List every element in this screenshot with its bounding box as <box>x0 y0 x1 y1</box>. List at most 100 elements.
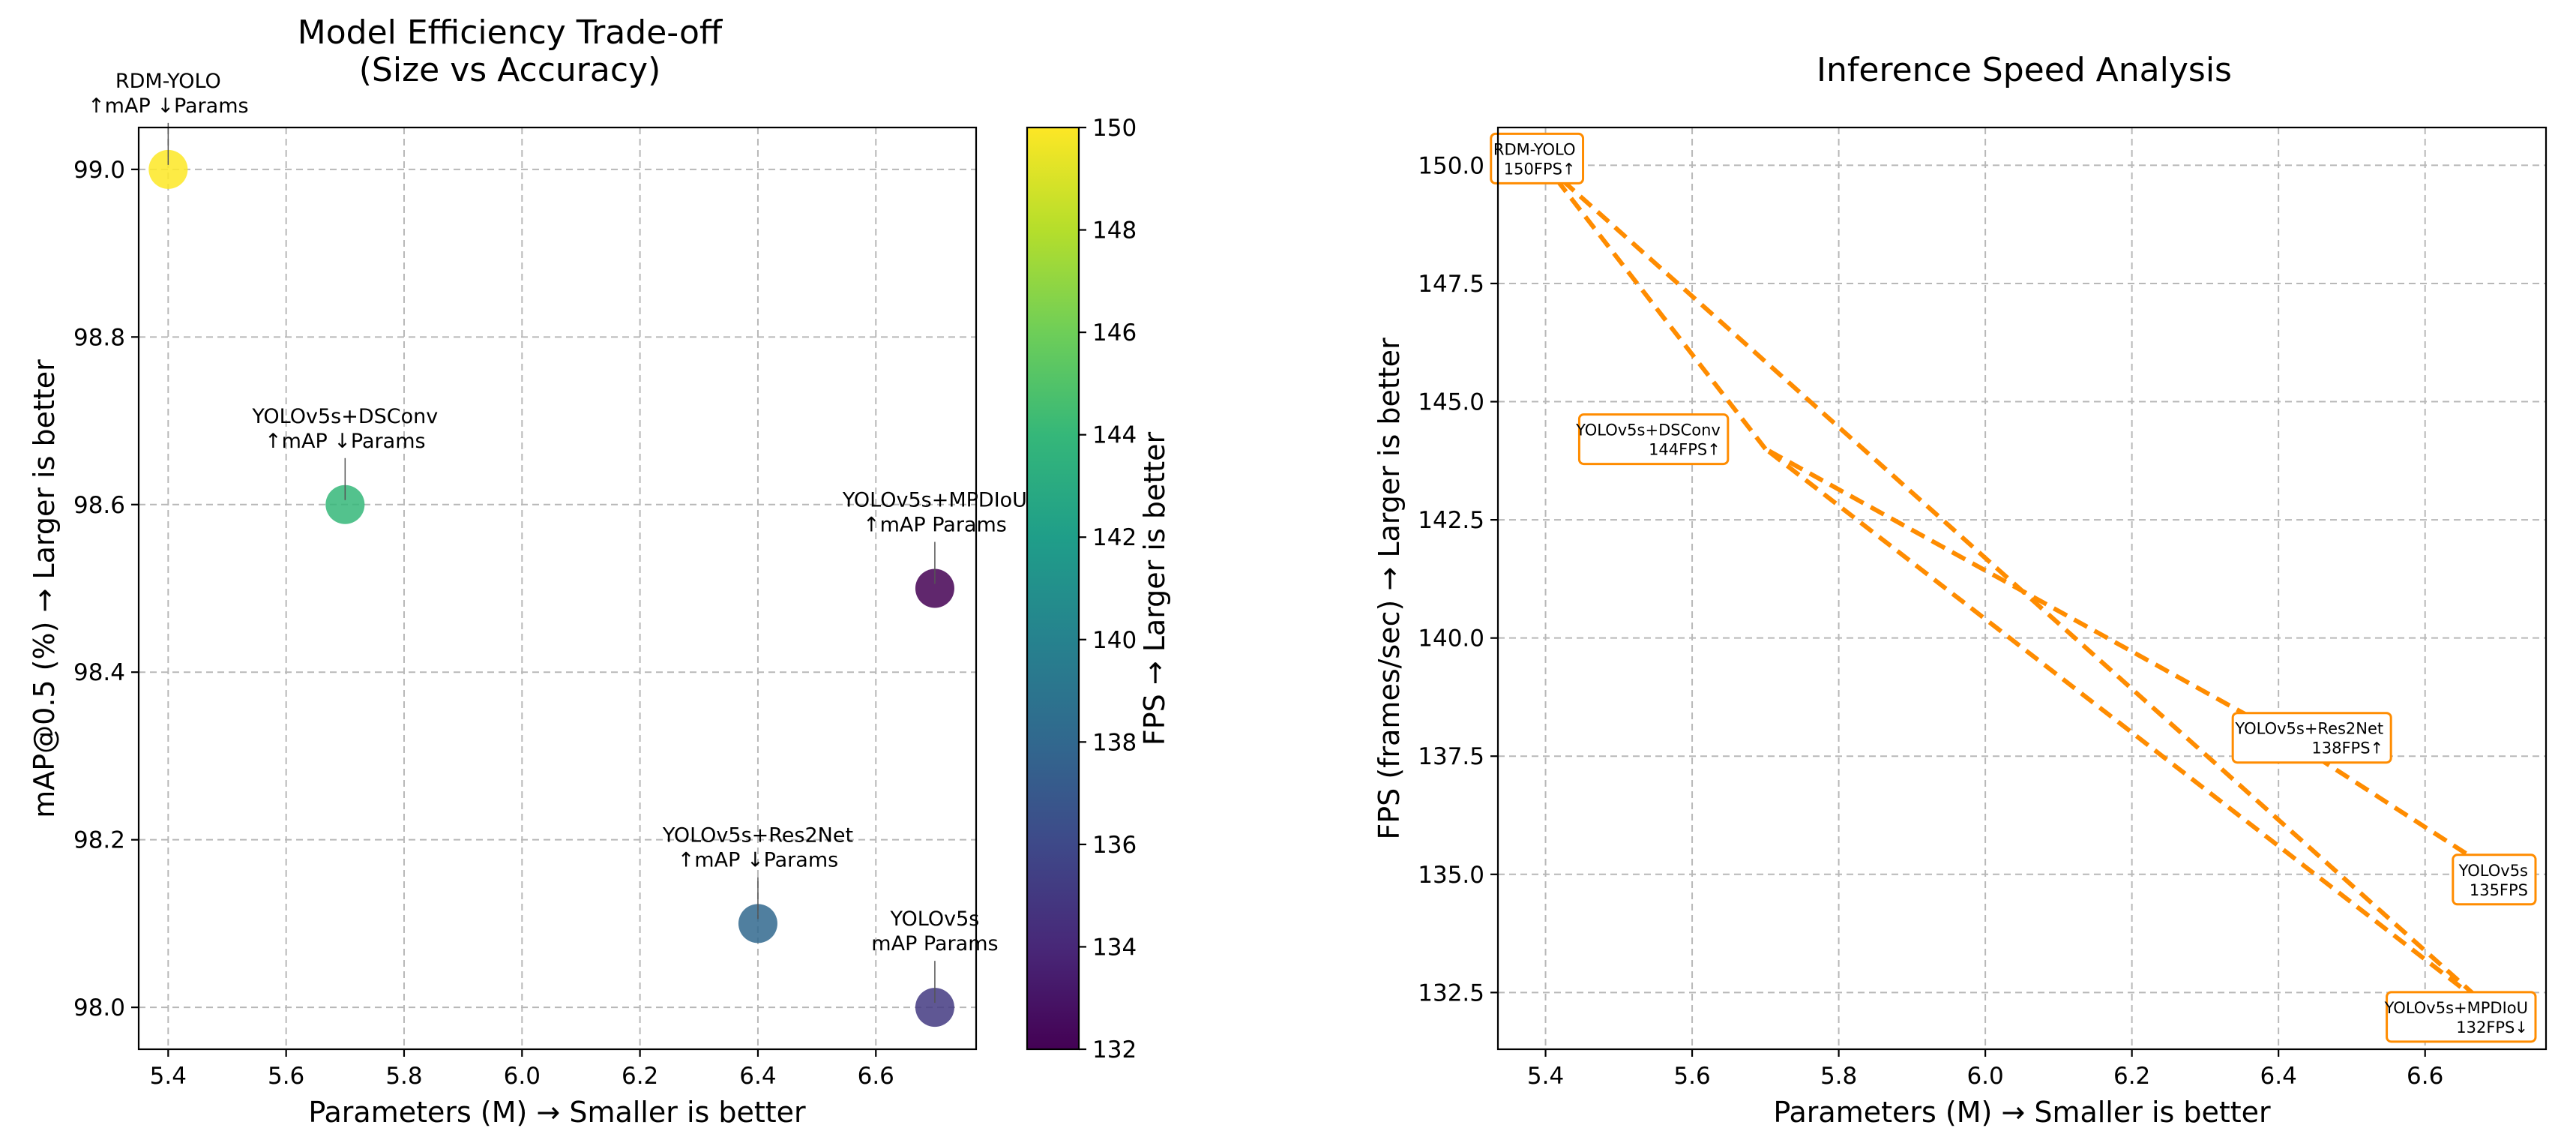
y-tick-label: 98.6 <box>73 492 125 519</box>
colorbar-ticks: 132 134 136 138 140 142 144 146 148 150 <box>1079 115 1137 1064</box>
point-label-text: YOLOv5s+Res2Net <box>2234 720 2383 738</box>
y-tick-label: 145.0 <box>1418 389 1484 416</box>
point-label-text: RDM-YOLO <box>1493 140 1576 158</box>
x-tick-label: 6.0 <box>504 1063 541 1090</box>
colorbar-tick-label: 146 <box>1092 320 1137 346</box>
x-tick-label: 5.6 <box>268 1063 304 1090</box>
point-label-frame <box>2231 712 2392 764</box>
y-tick-label: 98.2 <box>73 827 125 854</box>
colorbar-tick-label: 136 <box>1092 832 1137 859</box>
point-label-text: 138FPS↑ <box>2311 740 2383 758</box>
y-tick-label: 137.5 <box>1418 743 1484 770</box>
x-tick-label: 5.4 <box>1527 1063 1564 1090</box>
colorbar-tick-label: 150 <box>1092 115 1137 142</box>
point-annotation: mAP Params <box>871 932 998 956</box>
colorbar-frame <box>1026 126 1080 1051</box>
scatter-point <box>915 988 954 1028</box>
point-label-text: 150FPS↑ <box>1504 160 1576 178</box>
colorbar-tick-label: 142 <box>1092 524 1137 551</box>
y-tick-label: 150.0 <box>1418 152 1484 179</box>
x-tick-label: 6.6 <box>2407 1063 2443 1090</box>
line-title: Inference Speed Analysis <box>1817 51 2232 89</box>
point-label-text: 144FPS↑ <box>1649 441 1721 459</box>
point-annotation: ↑mAP ↓Params <box>265 430 426 453</box>
scatter-title-line1: Model Efficiency Trade-off <box>298 14 723 52</box>
point-annotation: RDM-YOLO <box>115 70 221 93</box>
point-label-text: 132FPS↓ <box>2456 1018 2528 1036</box>
x-tick-label: 6.2 <box>622 1063 658 1090</box>
point-label-frame <box>1577 413 1730 466</box>
colorbar: 132 134 136 138 140 142 144 146 148 150 FPS → Lar… <box>1026 115 1171 1064</box>
colorbar-gradient <box>1027 128 1079 1049</box>
x-tick-label: 5.8 <box>1820 1063 1857 1090</box>
x-tick-label: 6.4 <box>739 1063 776 1090</box>
x-tick-label: 6.6 <box>858 1063 894 1090</box>
scatter-point <box>148 149 188 189</box>
line-chart: Inference Speed Analysis 5.4 5.6 5.8 6.0 6.2… <box>1373 51 2548 1129</box>
point-annotation: ↑mAP ↓Params <box>88 94 249 118</box>
line-ticks: 5.4 5.6 5.8 6.0 6.2 6.4 6.6 132.5 135.0 137.5 140.… <box>1418 152 2443 1090</box>
point-label-text: YOLOv5s <box>2458 862 2528 880</box>
x-tick-label: 6.0 <box>1966 1063 2003 1090</box>
point-label-box: YOLOv5s+Res2Net 138FPS↑ <box>2231 712 2392 764</box>
scatter-grid <box>139 128 976 1049</box>
point-annotation: YOLOv5s+MPDIoU <box>842 489 1027 512</box>
point-annotation: YOLOv5s+DSConv <box>251 405 438 428</box>
scatter-plot-frame <box>137 126 978 1051</box>
colorbar-tick-label: 138 <box>1092 729 1137 756</box>
scatter-point <box>915 568 954 608</box>
colorbar-tick-label: 132 <box>1092 1036 1137 1064</box>
y-tick-label: 135.0 <box>1418 862 1484 889</box>
y-tick-label: 140.0 <box>1418 626 1484 652</box>
scatter-point <box>325 484 365 524</box>
line-y-axis-label: FPS (frames/sec) → Larger is better <box>1373 338 1406 840</box>
fps-series-segment <box>1544 164 1768 451</box>
point-label-frame <box>2386 991 2537 1043</box>
colorbar-label: FPS → Larger is better <box>1138 432 1171 746</box>
point-label-text: YOLOv5s+DSConv <box>1575 422 1721 440</box>
x-tick-label: 5.6 <box>1673 1063 1710 1090</box>
line-grid <box>1498 128 2546 1049</box>
y-tick-label: 142.5 <box>1418 507 1484 534</box>
point-label-text: 135FPS <box>2470 881 2528 899</box>
line-series <box>1544 164 2500 1018</box>
fps-series-line <box>1544 164 2500 1018</box>
point-annotation: ↑mAP Params <box>863 514 1007 537</box>
y-tick-label: 147.5 <box>1418 271 1484 298</box>
point-label-text: YOLOv5s+MPDIoU <box>2384 999 2528 1017</box>
point-label-frame <box>2452 854 2537 906</box>
colorbar-tick-label: 140 <box>1092 627 1137 654</box>
colorbar-tick-label: 144 <box>1092 422 1137 449</box>
scatter-point <box>738 904 777 944</box>
point-label-box: RDM-YOLO 150FPS↑ <box>1490 132 1585 184</box>
y-tick-label: 98.4 <box>73 659 125 686</box>
colorbar-tick-label: 148 <box>1092 218 1137 244</box>
scatter-ticks: 5.4 5.6 5.8 6.0 6.2 6.4 6.6 98.0 98.2 98.4 98.6 98.… <box>73 157 894 1090</box>
point-annotation: YOLOv5s+Res2Net <box>662 824 853 847</box>
scatter-points <box>148 149 954 1028</box>
y-tick-label: 98.0 <box>73 994 125 1022</box>
x-tick-label: 6.4 <box>2260 1063 2297 1090</box>
scatter-y-axis-label: mAP@0.5 (%) → Larger is better <box>28 359 61 818</box>
point-annotation: ↑mAP ↓Params <box>678 848 839 872</box>
y-tick-label: 99.0 <box>73 157 125 184</box>
y-tick-label: 98.8 <box>73 324 125 351</box>
line-x-axis-label: Parameters (M) → Smaller is better <box>1773 1096 2271 1129</box>
point-annotation: YOLOv5s <box>890 908 980 931</box>
x-tick-label: 6.2 <box>2113 1063 2150 1090</box>
scatter-x-axis-label: Parameters (M) → Smaller is better <box>308 1096 806 1129</box>
colorbar-tick-label: 134 <box>1092 934 1137 961</box>
scatter-chart: Model Efficiency Trade-off (Size vs Accu… <box>28 14 1027 1129</box>
line-plot-frame <box>1496 126 2548 1051</box>
x-tick-label: 5.8 <box>385 1063 422 1090</box>
x-tick-label: 5.4 <box>150 1063 187 1090</box>
y-tick-label: 132.5 <box>1418 980 1484 1006</box>
point-label-frame <box>1490 132 1585 184</box>
scatter-title-line2: (Size vs Accuracy) <box>359 51 660 89</box>
line-point-labels: RDM-YOLO150FPS↑YOLOv5s+MPDIoU132FPS↓YOLO… <box>1490 132 2537 1043</box>
